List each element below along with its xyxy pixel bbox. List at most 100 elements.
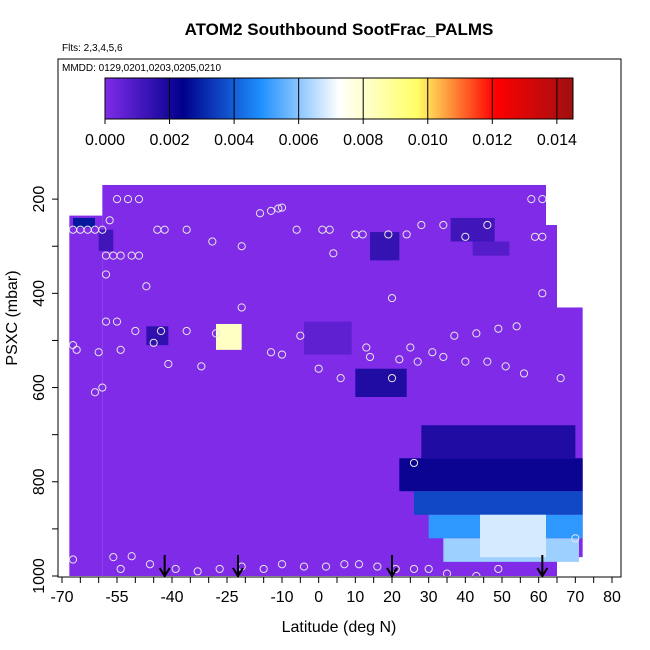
y-tick-label: 200 bbox=[31, 186, 48, 213]
sample-point bbox=[145, 560, 155, 569]
sample-point bbox=[325, 225, 334, 234]
sample-point bbox=[428, 348, 437, 357]
sample-point bbox=[156, 326, 166, 336]
sample-point bbox=[123, 195, 133, 204]
sample-point bbox=[538, 195, 547, 204]
sample-point bbox=[266, 206, 276, 215]
x-axis: -70 -55 -40 -25 -10 0 10 20 30 40 50 60 70 80 bbox=[50, 576, 621, 606]
sample-point bbox=[299, 562, 309, 571]
sample-point bbox=[417, 220, 426, 230]
sample-point bbox=[556, 374, 565, 383]
sample-point bbox=[116, 564, 125, 574]
sample-point bbox=[197, 362, 206, 371]
sample-point bbox=[237, 303, 246, 312]
heat-cell-0 bbox=[73, 217, 95, 228]
dates-label: MMDD: 0129,0201,0203,0205,0210 bbox=[62, 63, 221, 74]
y-tick-label: 400 bbox=[31, 280, 48, 307]
sample-point bbox=[182, 326, 191, 336]
sample-point bbox=[211, 329, 221, 338]
sample-point bbox=[94, 348, 103, 357]
sample-point bbox=[329, 249, 338, 258]
heat-cell-5 bbox=[370, 232, 400, 261]
sample-point bbox=[266, 348, 276, 357]
x-tick-label: 30 bbox=[420, 589, 438, 606]
sample-point bbox=[134, 251, 144, 260]
sample-point bbox=[424, 564, 433, 574]
x-tick-label: -25 bbox=[215, 589, 238, 606]
x-tick-label: -70 bbox=[50, 589, 73, 606]
sample-point bbox=[105, 216, 114, 225]
sample-point bbox=[116, 345, 125, 354]
sample-point bbox=[277, 350, 287, 359]
sample-point bbox=[149, 338, 158, 347]
y-axis-label: PSXC (mbar) bbox=[4, 270, 21, 365]
colorbar-tick-label: 0.014 bbox=[537, 132, 577, 149]
chart-title: ATOM2 Southbound SootFrac_PALMS bbox=[185, 20, 494, 39]
colorbar-tick-label: 0.012 bbox=[472, 132, 512, 149]
heat-cell-9 bbox=[421, 425, 576, 459]
x-tick-label: -10 bbox=[270, 589, 293, 606]
sample-point bbox=[215, 564, 224, 574]
sample-point bbox=[354, 560, 364, 569]
sample-point bbox=[413, 357, 422, 366]
sample-point bbox=[494, 564, 503, 574]
y-tick-label: 600 bbox=[31, 374, 48, 401]
sample-point bbox=[127, 552, 136, 561]
sample-point bbox=[142, 282, 151, 291]
flight-arrow bbox=[386, 555, 398, 578]
x-tick-label: -55 bbox=[105, 589, 128, 606]
sample-point bbox=[483, 357, 492, 366]
heat-cell-8 bbox=[472, 241, 510, 256]
sample-point bbox=[387, 374, 397, 383]
x-axis-label: Latitude (deg N) bbox=[282, 619, 397, 636]
sample-point bbox=[358, 230, 367, 239]
x-tick-label: 70 bbox=[566, 589, 584, 606]
sample-point bbox=[384, 230, 393, 239]
flights-label: Flts: 2,3,4,5,6 bbox=[62, 43, 123, 54]
colorbar-gradient bbox=[104, 77, 574, 120]
sample-point bbox=[512, 322, 521, 331]
sample-point bbox=[340, 560, 349, 569]
sample-point bbox=[237, 242, 246, 251]
sample-point bbox=[101, 317, 111, 326]
colorbar-tick-label: 0.010 bbox=[408, 132, 448, 149]
sample-point bbox=[255, 209, 265, 218]
sample-point bbox=[538, 232, 547, 241]
sample-point bbox=[112, 195, 122, 204]
sample-point bbox=[90, 388, 100, 397]
sample-point bbox=[98, 225, 107, 234]
sample-point bbox=[171, 564, 180, 574]
x-tick-label: -40 bbox=[160, 589, 183, 606]
colorbar-tick-label: 0.006 bbox=[279, 132, 319, 149]
x-tick-label: 20 bbox=[383, 589, 401, 606]
sample-point bbox=[277, 560, 287, 569]
data-extent-2 bbox=[546, 225, 557, 576]
sample-point bbox=[314, 364, 323, 373]
sample-point bbox=[72, 345, 81, 354]
sample-point bbox=[472, 329, 481, 338]
sample-point bbox=[409, 564, 419, 574]
sample-point bbox=[439, 220, 448, 230]
sample-point bbox=[387, 293, 397, 303]
sample-point bbox=[461, 232, 470, 241]
sample-point bbox=[439, 352, 448, 362]
sample-point bbox=[321, 562, 331, 571]
sample-point bbox=[259, 564, 268, 574]
sample-point bbox=[501, 362, 510, 371]
flight-arrow bbox=[536, 555, 549, 578]
x-tick-label: 50 bbox=[493, 589, 511, 606]
sample-point bbox=[571, 534, 580, 543]
sample-point bbox=[494, 324, 503, 333]
sample-point bbox=[365, 352, 375, 362]
x-tick-label: 60 bbox=[530, 589, 548, 606]
sample-point bbox=[409, 458, 419, 468]
sample-point bbox=[373, 562, 382, 571]
y-tick-label: 800 bbox=[31, 468, 48, 495]
sample-point bbox=[98, 383, 107, 392]
sample-point bbox=[472, 571, 481, 581]
x-tick-label: 0 bbox=[314, 589, 323, 606]
sample-point bbox=[395, 355, 404, 364]
colorbar-tick-label: 0.000 bbox=[85, 132, 125, 149]
sample-point bbox=[461, 357, 470, 366]
sample-point bbox=[538, 289, 547, 298]
